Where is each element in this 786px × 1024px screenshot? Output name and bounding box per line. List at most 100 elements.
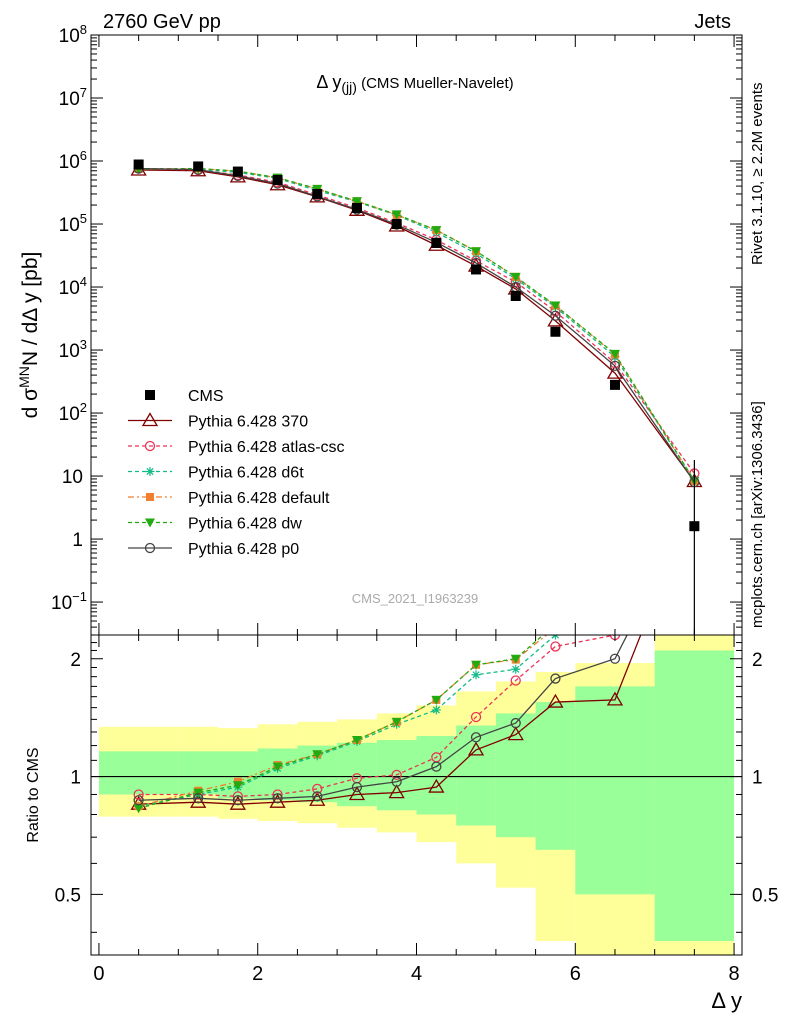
ratio-series-5-point [193, 793, 204, 804]
data-point [312, 188, 323, 199]
ratio-series-2-point [511, 664, 521, 674]
ratio-series-4-point [193, 788, 204, 798]
ratio-series-0-point [348, 786, 366, 801]
main-ytick-label: 106 [59, 148, 87, 173]
data-point [133, 159, 144, 170]
ratio-series-0-point [467, 741, 485, 756]
ratio-ytick-label-right: 1 [752, 768, 763, 789]
uncertainty-band-inner [456, 725, 496, 826]
ratio-series-5-point [272, 793, 283, 804]
ratio-xtick-label: 6 [570, 963, 581, 985]
legend-marker [145, 518, 155, 528]
ratio-series-1-point [510, 675, 521, 686]
ratio-series-4-point [471, 660, 482, 670]
uncertainty-band-inner [416, 735, 457, 815]
main-ytick-label: 104 [59, 274, 87, 299]
data-point [431, 237, 442, 248]
main-series-4-point [351, 197, 362, 207]
ratio-series-1-point [133, 789, 144, 800]
data-point [351, 202, 362, 213]
ratio-series-5-point [312, 791, 323, 802]
main-series-4-point [550, 301, 561, 311]
main-ytick-label: 105 [59, 211, 87, 236]
legend-label: Pythia 6.428 default [188, 490, 330, 507]
ratio-series-1-point [391, 769, 402, 781]
main-ytick-label: 107 [59, 85, 87, 110]
main-series-4-point [391, 210, 402, 220]
main-series-4-point [609, 349, 620, 359]
ratio-series-group [130, 635, 642, 814]
uncertainty-band-inner [535, 702, 576, 850]
uncertainty-band-inner [654, 650, 735, 942]
main-series-line-4 [138, 167, 695, 482]
ratio-ytick-label-left: 0.5 [55, 885, 81, 906]
main-series-4-point [471, 247, 482, 257]
ratio-series-1-point [550, 641, 561, 652]
data-point [689, 521, 700, 532]
ratio-series-4-point [232, 781, 243, 791]
ratio-series-5-point [391, 776, 402, 787]
ratio-series-5-point [609, 653, 621, 664]
main-ytick-label: 108 [59, 22, 87, 47]
legend-marker [144, 542, 156, 554]
main-ytick-label: 1 [72, 530, 83, 551]
ratio-xlabel: Δ y [711, 988, 742, 1013]
main-series-5-point [550, 310, 561, 321]
uncertainty-band-inner [337, 742, 377, 807]
main-series-4-point [431, 226, 442, 236]
ratio-ytick-label-right: 2 [752, 650, 763, 671]
data-point [232, 166, 243, 177]
data-point [609, 379, 620, 390]
ratio-series-line-5 [138, 635, 628, 801]
legend-label: Pythia 6.428 p0 [188, 541, 299, 558]
legend-label: Pythia 6.428 d6t [188, 465, 304, 482]
legend-marker [145, 390, 155, 400]
main-ytick-label: 102 [59, 400, 87, 425]
ratio-ytick-label-left: 2 [70, 650, 81, 671]
ratio-ytick-label-right: 0.5 [752, 885, 778, 906]
ratio-series-5-point [510, 717, 521, 729]
ratio-series-4-point [510, 654, 521, 664]
uncertainty-band-inner [98, 751, 179, 795]
ratio-series-5-point [431, 761, 442, 772]
ratio-xtick-label: 4 [411, 963, 422, 985]
ratio-series-4-point [133, 804, 144, 814]
uncertainty-band-inner [495, 713, 536, 838]
ratio-series-5-point [470, 732, 482, 743]
ratio-xtick-label: 8 [728, 963, 739, 985]
main-series-line-0 [138, 169, 695, 482]
ratio-series-4-point [431, 695, 442, 705]
main-ytick-label: 10−1 [51, 589, 87, 614]
ratio-ytick-label-left: 1 [70, 768, 81, 789]
ratio-series-1-point [312, 783, 323, 795]
rivet-side-label: Rivet 3.1.10, ≥ 2.2M events [749, 83, 766, 266]
ratio-xtick-label: 2 [252, 963, 263, 985]
ratio-plot: 0.5 0.5 1 1 2 2 0 2 4 6 8 Ratio to CMS Δ y [25, 634, 778, 1013]
ratio-xtick-label: 0 [93, 963, 104, 985]
main-title: Δ y(jj) (CMS Mueller-Navelet) [316, 72, 513, 95]
watermark-label: CMS_2021_I1963239 [352, 591, 479, 606]
ratio-series-1-point [272, 789, 283, 800]
main-series-line-2 [138, 167, 695, 481]
legend-label: Pythia 6.428 dw [188, 516, 302, 533]
legend-label: CMS [188, 388, 224, 405]
legend-label: Pythia 6.428 atlas-csc [188, 439, 345, 456]
main-series-5-point [609, 360, 621, 372]
data-point [193, 161, 204, 172]
mcplots-side-label: mcplots.cern.ch [arXiv:1306.3436] [749, 401, 766, 628]
ratio-series-4-point [312, 750, 323, 760]
ratio-series-0-point [428, 778, 445, 793]
ratio-series-1-point [470, 711, 482, 723]
main-series-line-3 [138, 167, 695, 482]
data-point [391, 219, 402, 230]
data-point [510, 291, 521, 302]
main-series-0-point [547, 312, 564, 327]
legend-marker [146, 493, 154, 501]
main-plot: 10−1 1 10 102 103 104 105 106 107 108 Δ y(jj) (CMS… [16, 22, 743, 636]
data-point [471, 264, 482, 275]
ratio-series-4-point [391, 717, 402, 727]
main-series-4-point [510, 272, 521, 282]
ratio-series-0-point [507, 726, 524, 741]
ratio-ylabel: Ratio to CMS [25, 747, 42, 842]
